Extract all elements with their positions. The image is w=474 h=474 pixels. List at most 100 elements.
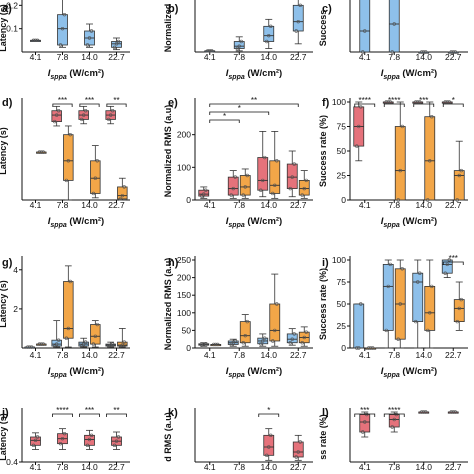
data-point bbox=[420, 410, 424, 414]
data-point bbox=[108, 113, 113, 117]
data-point bbox=[455, 319, 459, 324]
data-point bbox=[259, 342, 263, 346]
data-point bbox=[267, 33, 271, 38]
significance-label: ** bbox=[113, 96, 119, 105]
x-axis-label: Isppa (W/cm²) bbox=[381, 68, 437, 81]
data-point bbox=[302, 335, 306, 340]
data-point bbox=[298, 3, 302, 8]
y-tick-label: 0.2 bbox=[6, 0, 18, 10]
data-point bbox=[265, 453, 269, 458]
data-point bbox=[400, 267, 404, 271]
y-tick-label: 250 bbox=[177, 255, 191, 265]
x-tick-label: 22.7 bbox=[290, 52, 307, 62]
significance-label: **** bbox=[388, 96, 400, 105]
x-tick-label: 22.7 bbox=[445, 200, 462, 210]
x-tick-label: 7.8 bbox=[57, 462, 69, 472]
significance-bracket bbox=[383, 103, 405, 107]
significance-label: *** bbox=[58, 96, 67, 105]
data-point bbox=[269, 24, 273, 29]
data-point bbox=[418, 271, 422, 275]
data-point bbox=[453, 410, 457, 414]
data-point bbox=[245, 319, 249, 324]
data-point bbox=[204, 188, 208, 192]
y-axis-label: Success bbox=[318, 10, 328, 47]
data-point bbox=[459, 297, 463, 302]
x-tick-label: 22.7 bbox=[445, 350, 462, 360]
data-point bbox=[83, 109, 88, 113]
data-point bbox=[26, 345, 30, 349]
box-orange bbox=[239, 321, 251, 344]
data-point bbox=[112, 45, 117, 50]
box-red bbox=[286, 163, 298, 189]
x-tick-label: 7.8 bbox=[233, 462, 245, 472]
data-point bbox=[449, 410, 453, 414]
data-point bbox=[60, 436, 65, 441]
data-point bbox=[200, 194, 204, 198]
data-point bbox=[398, 168, 402, 173]
data-point bbox=[108, 343, 113, 347]
data-point bbox=[107, 344, 111, 348]
data-point bbox=[290, 175, 294, 179]
data-point bbox=[235, 46, 239, 51]
x-tick-label: 7.8 bbox=[233, 52, 245, 62]
y-tick-label: 200 bbox=[177, 273, 191, 283]
data-point bbox=[31, 443, 36, 448]
data-point bbox=[355, 144, 359, 148]
data-point bbox=[424, 410, 428, 414]
x-tick-label: 7.8 bbox=[57, 200, 69, 210]
data-point bbox=[357, 124, 361, 129]
x-tick-label: 22.7 bbox=[445, 462, 462, 472]
box-blue bbox=[263, 25, 275, 42]
data-point bbox=[390, 50, 394, 54]
significance-label: *** bbox=[85, 406, 94, 415]
panel-c: Success 4.1 7.8 14.0 22.7 Isppa (W/cm²) c) bbox=[318, 0, 468, 81]
data-point bbox=[27, 345, 32, 349]
data-point bbox=[371, 346, 375, 350]
significance-bracket bbox=[209, 119, 240, 123]
panel-d: Latency (s) 4.1 7.8 14.0 22.7 Isppa (W/cm²) **… bbox=[0, 96, 130, 229]
significance-label: *** bbox=[85, 96, 94, 105]
significance-label: *** bbox=[419, 96, 428, 105]
data-point bbox=[35, 38, 40, 43]
data-point bbox=[95, 159, 99, 163]
x-axis-label: Isppa (W/cm²) bbox=[381, 366, 437, 379]
data-point bbox=[384, 100, 388, 104]
x-axis-label: Isppa (W/cm²) bbox=[48, 216, 104, 229]
data-point bbox=[54, 113, 59, 117]
box-orange bbox=[269, 160, 281, 194]
box-orange bbox=[63, 281, 74, 339]
data-point bbox=[87, 437, 92, 442]
data-point bbox=[304, 178, 308, 183]
box-red bbox=[292, 441, 304, 458]
data-point bbox=[243, 333, 247, 338]
x-tick-label: 14.0 bbox=[81, 52, 98, 62]
x-axis-label: Isppa (W/cm²) bbox=[48, 366, 104, 379]
panel-label: c) bbox=[322, 3, 332, 15]
data-point bbox=[37, 342, 42, 346]
data-point bbox=[29, 345, 34, 349]
panel-label: h) bbox=[168, 257, 179, 269]
x-tick-label: 22.7 bbox=[108, 52, 125, 62]
data-point bbox=[114, 42, 119, 46]
box-blue bbox=[292, 4, 304, 32]
data-point bbox=[443, 271, 447, 275]
data-point bbox=[414, 100, 418, 104]
box-blue bbox=[412, 272, 424, 323]
y-axis-label: Latency (s) bbox=[0, 127, 8, 175]
data-point bbox=[455, 198, 459, 202]
box-red bbox=[198, 189, 210, 197]
data-point bbox=[122, 185, 126, 189]
y-tick-label: 0 bbox=[186, 343, 191, 353]
data-point bbox=[294, 455, 298, 459]
y-tick-label: 100 bbox=[332, 255, 346, 265]
panel-k: d RMS (a.u) 4.1 7.8 14.0 22.7 * k) bbox=[163, 406, 313, 472]
y-tick-label: 200 bbox=[177, 130, 191, 140]
data-point bbox=[294, 29, 298, 33]
data-point bbox=[422, 50, 426, 54]
data-point bbox=[292, 332, 296, 336]
data-point bbox=[237, 44, 241, 48]
panel-i: 0 25 50 75 100 Success rate (%) 4.1 7.8 14.0 22.7… bbox=[318, 254, 468, 379]
box-blue bbox=[359, 0, 371, 53]
